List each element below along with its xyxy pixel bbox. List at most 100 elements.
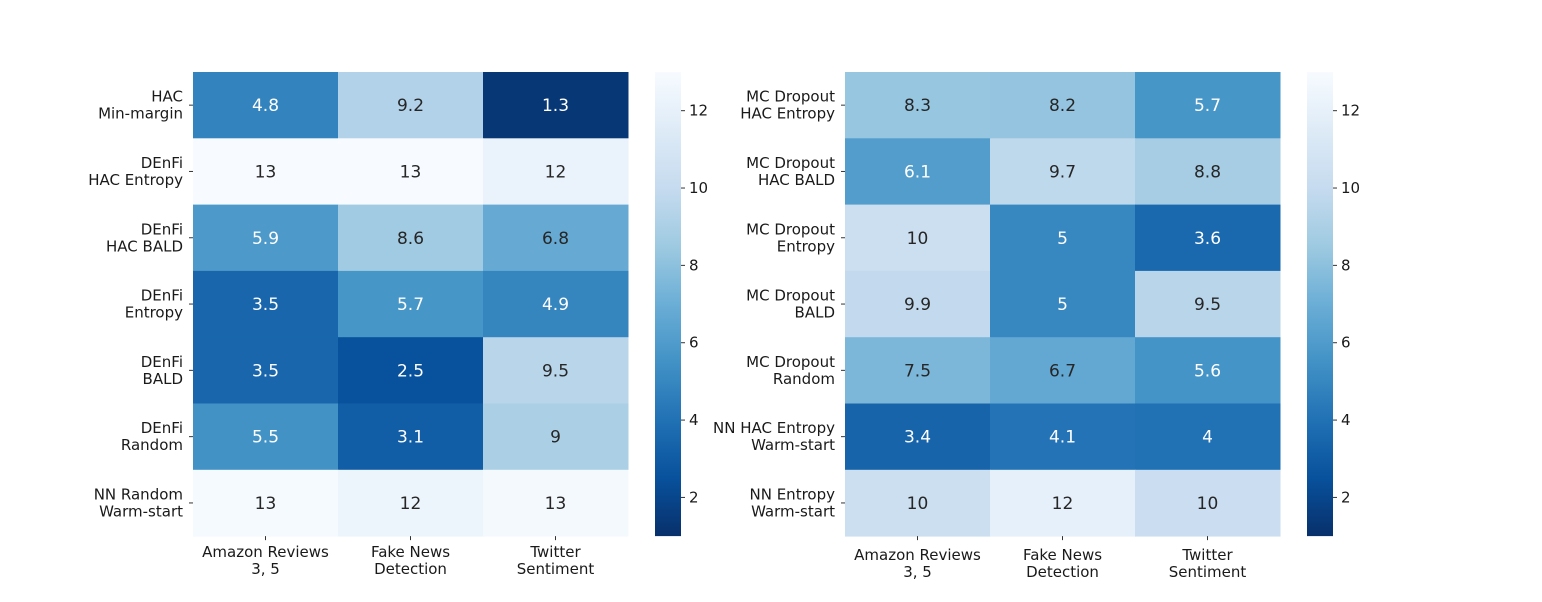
cell-value-label: 6.7 bbox=[1049, 361, 1076, 381]
colorbar-tick-label: 8 bbox=[1341, 256, 1351, 274]
heatmap-cell bbox=[193, 469, 339, 537]
y-tick-label: Warm-start bbox=[751, 436, 835, 454]
cell-value-label: 5.5 bbox=[252, 428, 279, 448]
y-tick-label: Random bbox=[121, 436, 183, 454]
y-tick-label: DEnFi bbox=[141, 287, 183, 305]
heatmap-cell bbox=[845, 270, 991, 338]
cell-value-label: 2.5 bbox=[397, 361, 424, 381]
y-tick-label: HAC BALD bbox=[106, 237, 183, 255]
y-tick-label: BALD bbox=[143, 370, 183, 388]
cell-value-label: 4.9 bbox=[542, 295, 569, 315]
cell-value-label: 4.8 bbox=[252, 96, 279, 116]
heatmap-cell bbox=[1135, 138, 1281, 206]
y-tick-label: MC Dropout bbox=[746, 88, 835, 106]
cell-value-label: 9.7 bbox=[1049, 162, 1076, 182]
cell-value-label: 4.1 bbox=[1049, 428, 1076, 448]
y-tick-label: NN HAC Entropy bbox=[713, 419, 835, 437]
heatmap-cell bbox=[338, 72, 484, 139]
cell-value-label: 6.8 bbox=[542, 229, 569, 249]
y-tick-label: BALD bbox=[795, 304, 835, 322]
heatmap-cell bbox=[483, 138, 629, 206]
y-tick-label: MC Dropout bbox=[746, 287, 835, 305]
colorbar-tick-label: 6 bbox=[1341, 334, 1351, 352]
heatmap-cell bbox=[483, 469, 629, 537]
cell-value-label: 10 bbox=[1197, 494, 1219, 514]
cell-value-label: 7.5 bbox=[904, 361, 931, 381]
y-tick-label: HAC bbox=[151, 88, 183, 106]
x-tick-label: Sentiment bbox=[1169, 563, 1247, 581]
heatmap-cell bbox=[338, 337, 484, 404]
cell-value-label: 3.5 bbox=[252, 361, 279, 381]
colorbar-left: 2 4 6 8 10 12 bbox=[655, 72, 708, 537]
x-tick-label: Fake News bbox=[1023, 546, 1102, 564]
cell-value-label: 5.7 bbox=[1194, 96, 1221, 116]
cell-value-label: 5.6 bbox=[1194, 361, 1221, 381]
heatmap-cell bbox=[990, 403, 1136, 471]
heatmap-cell bbox=[483, 72, 629, 139]
x-tick-label: Sentiment bbox=[517, 560, 595, 578]
x-tick-label: Amazon Reviews bbox=[854, 546, 981, 564]
cell-value-label: 10 bbox=[907, 494, 929, 514]
heatmap-cell bbox=[338, 469, 484, 537]
heatmap-cell bbox=[990, 204, 1136, 272]
colorbar-tick-label: 8 bbox=[689, 256, 699, 274]
y-tick-label: NN Entropy bbox=[750, 485, 836, 503]
y-tick-label: Min-margin bbox=[98, 105, 183, 123]
x-tick-label: 3, 5 bbox=[903, 563, 932, 581]
heatmap-cell bbox=[193, 138, 339, 206]
y-tick-label: DEnFi bbox=[141, 353, 183, 371]
heatmap-cell bbox=[483, 270, 629, 338]
x-tick-label: Twitter bbox=[529, 543, 581, 561]
x-tick-label: Detection bbox=[374, 560, 447, 578]
cell-value-label: 5 bbox=[1057, 295, 1068, 315]
cell-value-label: 3.6 bbox=[1194, 229, 1221, 249]
cell-value-label: 13 bbox=[255, 162, 277, 182]
heatmap-cell bbox=[845, 403, 991, 471]
cell-value-label: 8.8 bbox=[1194, 162, 1221, 182]
cell-value-label: 12 bbox=[1052, 494, 1074, 514]
colorbar-tick-label: 2 bbox=[689, 488, 699, 506]
x-tick-label: Fake News bbox=[371, 543, 450, 561]
cell-value-label: 8.3 bbox=[904, 96, 931, 116]
colorbar-tick-label: 4 bbox=[1341, 411, 1351, 429]
x-tick-label: Amazon Reviews bbox=[202, 543, 329, 561]
cell-value-label: 8.2 bbox=[1049, 96, 1076, 116]
y-tick-label: Random bbox=[773, 370, 835, 388]
y-tick-label: Entropy bbox=[125, 304, 183, 322]
heatmap-cell bbox=[1135, 270, 1281, 338]
y-tick-label: MC Dropout bbox=[746, 154, 835, 172]
cell-value-label: 5 bbox=[1057, 229, 1068, 249]
x-tick-label: 3, 5 bbox=[251, 560, 280, 578]
heatmap-cell bbox=[193, 270, 339, 338]
cell-value-label: 13 bbox=[400, 162, 422, 182]
y-tick-label: DEnFi bbox=[141, 220, 183, 238]
colorbar-tick-label: 2 bbox=[1341, 488, 1351, 506]
y-tick-label: HAC Entropy bbox=[740, 105, 835, 123]
cell-value-label: 9.2 bbox=[397, 96, 424, 116]
cell-value-label: 3.1 bbox=[397, 428, 424, 448]
cell-value-label: 5.9 bbox=[252, 229, 279, 249]
heatmap-cell bbox=[990, 337, 1136, 404]
heatmap-cell bbox=[1135, 204, 1281, 272]
heatmap-cell bbox=[338, 138, 484, 206]
heatmap-cell bbox=[338, 403, 484, 471]
cell-value-label: 3.5 bbox=[252, 295, 279, 315]
colorbar-gradient bbox=[1307, 72, 1333, 537]
colorbar-tick-label: 12 bbox=[689, 102, 708, 120]
cell-value-label: 12 bbox=[545, 162, 567, 182]
x-tick-label: Twitter bbox=[1181, 546, 1233, 564]
y-tick-label: HAC Entropy bbox=[88, 171, 183, 189]
heatmap-cell bbox=[845, 204, 991, 272]
heatmap-cell bbox=[483, 337, 629, 404]
heatmap-cell bbox=[193, 72, 339, 139]
y-tick-label: NN Random bbox=[94, 485, 183, 503]
y-tick-label: DEnFi bbox=[141, 419, 183, 437]
cell-value-label: 13 bbox=[545, 494, 567, 514]
heatmap-left: 4.8 9.2 1.3 13 13 12 5.9 8.6 6.8 3.5 5.7 4.9 3.5 2.5 9… bbox=[88, 72, 629, 578]
cell-value-label: 6.1 bbox=[904, 162, 931, 182]
heatmap-cell bbox=[483, 204, 629, 272]
y-tick-label: Warm-start bbox=[99, 502, 183, 520]
y-tick-label: DEnFi bbox=[141, 154, 183, 172]
heatmap-cell bbox=[483, 403, 629, 471]
